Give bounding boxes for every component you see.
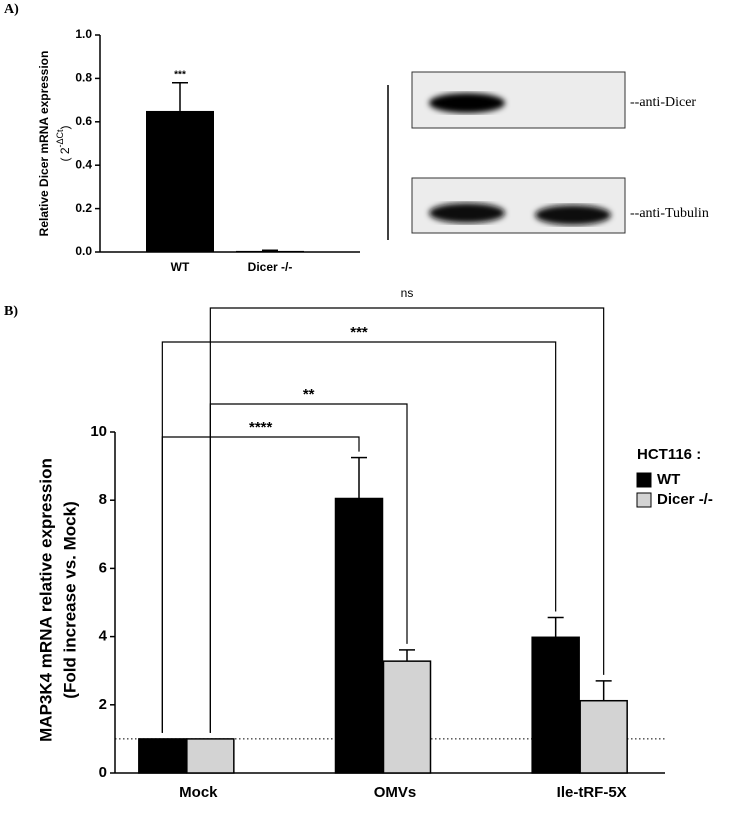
- blot-label: --anti-Tubulin: [630, 206, 709, 221]
- bar: [236, 250, 304, 252]
- significance-label: ***: [350, 324, 368, 341]
- bar: [382, 660, 432, 774]
- bar: [186, 738, 235, 774]
- y-tick-label: 0.4: [75, 157, 92, 171]
- x-tick-label: OMVs: [374, 784, 417, 801]
- y-tick-label: 8: [99, 491, 107, 508]
- significance-bracket: [161, 436, 360, 733]
- x-tick-label: Ile-tRF-5X: [557, 784, 627, 801]
- error-bar: [547, 616, 564, 638]
- y-axis-label-part: -ΔCt: [55, 129, 65, 148]
- y-tick-label: 0.2: [75, 201, 92, 215]
- y-axis-label: MAP3K4 mRNA relative expression: [36, 458, 55, 742]
- bar: [531, 636, 580, 774]
- blot-band: [535, 205, 611, 225]
- y-axis-label: (Fold increase vs. Mock): [60, 501, 79, 698]
- bar: [138, 738, 187, 774]
- y-tick-label: 2: [99, 696, 107, 713]
- y-tick-label: 10: [90, 423, 107, 440]
- error-bar: [262, 249, 278, 252]
- significance-label: **: [303, 386, 315, 403]
- legend-swatch: [636, 492, 652, 508]
- x-tick-label: Dicer -/-: [248, 260, 293, 274]
- bar: [334, 497, 384, 774]
- y-tick-label: 0.0: [75, 244, 92, 258]
- significance-bracket: [161, 341, 557, 733]
- legend-title: HCT116 :: [637, 446, 701, 463]
- significance-label: ****: [249, 419, 273, 436]
- legend-label: Dicer -/-: [657, 491, 713, 508]
- panel-label: B): [4, 304, 18, 319]
- y-axis-label-part: ): [58, 125, 72, 129]
- significance-bracket: [209, 307, 605, 733]
- error-bar: [172, 81, 188, 111]
- y-tick-label: 0: [99, 764, 107, 781]
- legend-label: WT: [657, 471, 680, 488]
- y-tick-label: 4: [99, 628, 108, 645]
- y-tick-label: 0.8: [75, 71, 92, 85]
- significance: ***: [174, 69, 186, 80]
- bar: [579, 699, 628, 774]
- y-tick-label: 0.6: [75, 114, 92, 128]
- y-axis-label-part: ( 2: [58, 147, 72, 161]
- y-axis-label: ( 2-ΔCt): [55, 125, 72, 161]
- error-bar: [351, 456, 367, 499]
- significance-label: ns: [401, 286, 414, 300]
- panel-label: A): [4, 2, 19, 17]
- blot-label: --anti-Dicer: [630, 95, 696, 110]
- x-tick-label: Mock: [179, 784, 218, 801]
- y-tick-label: 1.0: [75, 27, 92, 41]
- y-tick-label: 6: [99, 559, 107, 576]
- blot-band: [429, 203, 505, 223]
- error-bar: [595, 680, 612, 701]
- error-bar: [399, 649, 415, 662]
- blot-band: [429, 93, 505, 113]
- y-axis-label: Relative Dicer mRNA expression: [37, 51, 51, 237]
- bar: [146, 110, 214, 252]
- x-tick-label: WT: [171, 260, 190, 274]
- legend-swatch: [636, 472, 652, 488]
